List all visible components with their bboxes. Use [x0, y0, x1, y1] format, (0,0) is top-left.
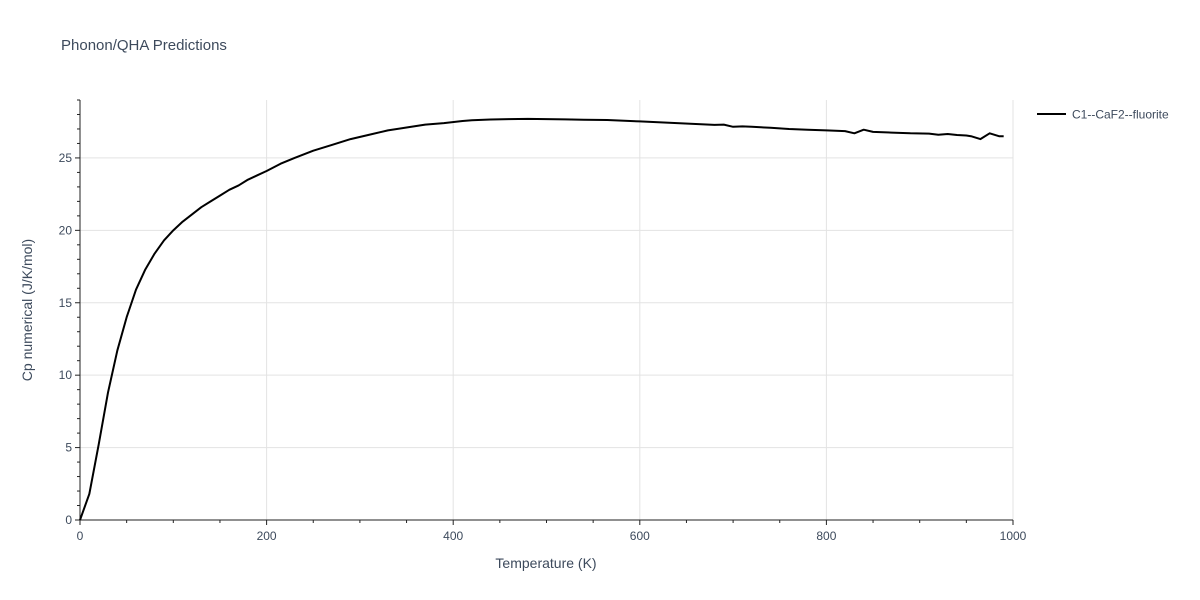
x-tick-label: 0 [77, 529, 84, 543]
labels-layer: 0 200 400 600 800 1000 0 5 10 15 20 25 [59, 151, 1027, 543]
y-tick-label: 25 [59, 151, 73, 165]
chart-title: Phonon/QHA Predictions [61, 37, 227, 54]
y-tick-label: 0 [65, 513, 72, 527]
x-tick-label: 400 [443, 529, 463, 543]
x-tick-label: 1000 [1000, 529, 1027, 543]
grid-layer [80, 100, 1014, 520]
x-tick-label: 200 [257, 529, 277, 543]
x-tick-label: 800 [816, 529, 836, 543]
y-tick-label: 15 [59, 296, 73, 310]
x-axis-title: Temperature (K) [495, 555, 596, 571]
y-tick-label: 5 [65, 441, 72, 455]
series-line [79, 117, 1004, 521]
y-axis-title: Cp numerical (J/K/mol) [19, 239, 35, 381]
y-tick-label: 10 [59, 368, 73, 382]
legend-label: C1--CaF2--fluorite [1072, 108, 1169, 122]
axes-layer [75, 99, 1014, 525]
x-tick-label: 600 [630, 529, 650, 543]
y-tick-label: 20 [59, 223, 73, 237]
series-layer [79, 117, 1004, 521]
legend[interactable]: C1--CaF2--fluorite [1037, 108, 1169, 122]
